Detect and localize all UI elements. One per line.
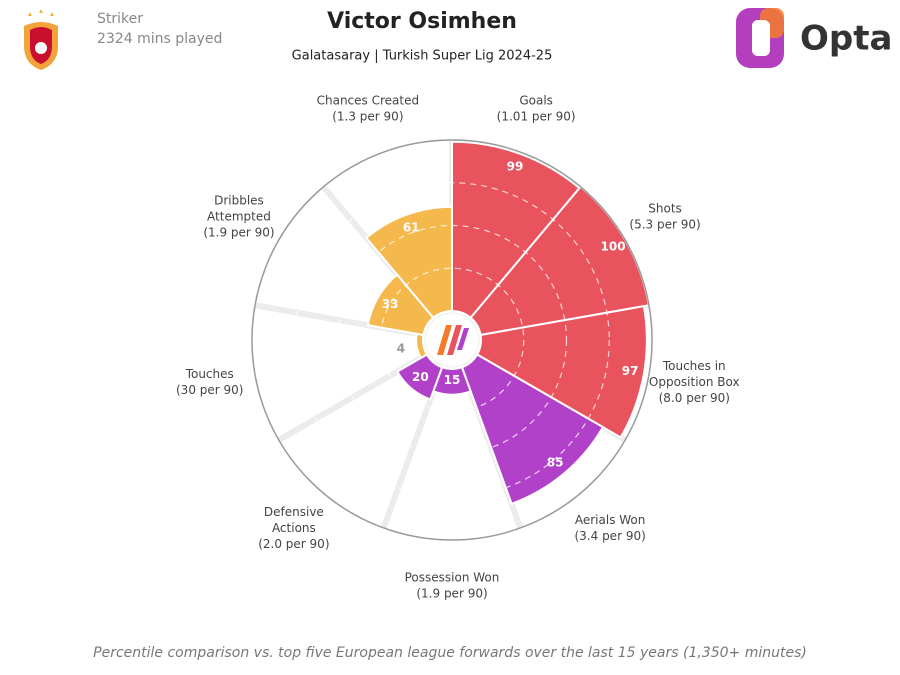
category-label: Actions: [272, 521, 316, 535]
category-label: Possession Won: [405, 571, 500, 585]
title: Victor Osimhen: [327, 9, 517, 34]
per90-label: (8.0 per 90): [659, 391, 730, 405]
wedge: [366, 273, 435, 337]
category-label: Touches: [185, 367, 234, 381]
subtitle: Galatasaray | Turkish Super Lig 2024-25: [292, 49, 553, 64]
value-label: 100: [601, 240, 626, 254]
per90-label: (1.3 per 90): [332, 109, 403, 123]
per90-label: (1.9 per 90): [416, 587, 487, 601]
grid-ring: [379, 267, 525, 413]
value-label: 4: [397, 342, 405, 356]
per90-label: (1.01 per 90): [497, 109, 576, 123]
value-label: 61: [403, 220, 420, 234]
value-label: 97: [622, 364, 639, 378]
wedge: [364, 205, 453, 320]
value-label: 85: [547, 455, 564, 469]
value-label: 33: [382, 297, 399, 311]
category-label: Touches in: [662, 359, 726, 373]
per90-label: (2.0 per 90): [258, 537, 329, 551]
category-label: Shots: [648, 202, 682, 216]
center-logo: [424, 312, 480, 368]
category-label: Opposition Box: [649, 375, 740, 389]
position: Striker: [97, 11, 143, 27]
per90-label: (5.3 per 90): [629, 218, 700, 232]
brand: Opta: [800, 19, 892, 59]
value-label: 99: [507, 159, 524, 173]
grid-ring: [336, 224, 568, 456]
category-label: Dribbles: [214, 194, 264, 208]
club-crest: [24, 9, 58, 70]
category-label: Goals: [519, 93, 553, 107]
category-label: Defensive: [264, 505, 324, 519]
category-label: Chances Created: [317, 93, 419, 107]
brand-logo: [736, 8, 784, 68]
plot: 99 Goals (1.01 per 90) 100 Shots (5.3 per 90)…: [176, 93, 740, 600]
category-label: Attempted: [207, 210, 271, 224]
wedge: [395, 353, 444, 401]
per90-label: (30 per 90): [176, 383, 243, 397]
wedge: [475, 305, 648, 439]
value-label: 15: [444, 373, 461, 387]
footer: Percentile comparison vs. top five Europ…: [93, 645, 807, 661]
category-label: Aerials Won: [575, 513, 646, 527]
wedge: [460, 353, 605, 506]
per90-label: (1.9 per 90): [203, 226, 274, 240]
value-label: 20: [412, 370, 429, 384]
minutes: 2324 mins played: [97, 31, 222, 47]
outer-ring: [251, 139, 653, 541]
grid-ring: [294, 182, 610, 498]
per90-label: (3.4 per 90): [574, 529, 645, 543]
